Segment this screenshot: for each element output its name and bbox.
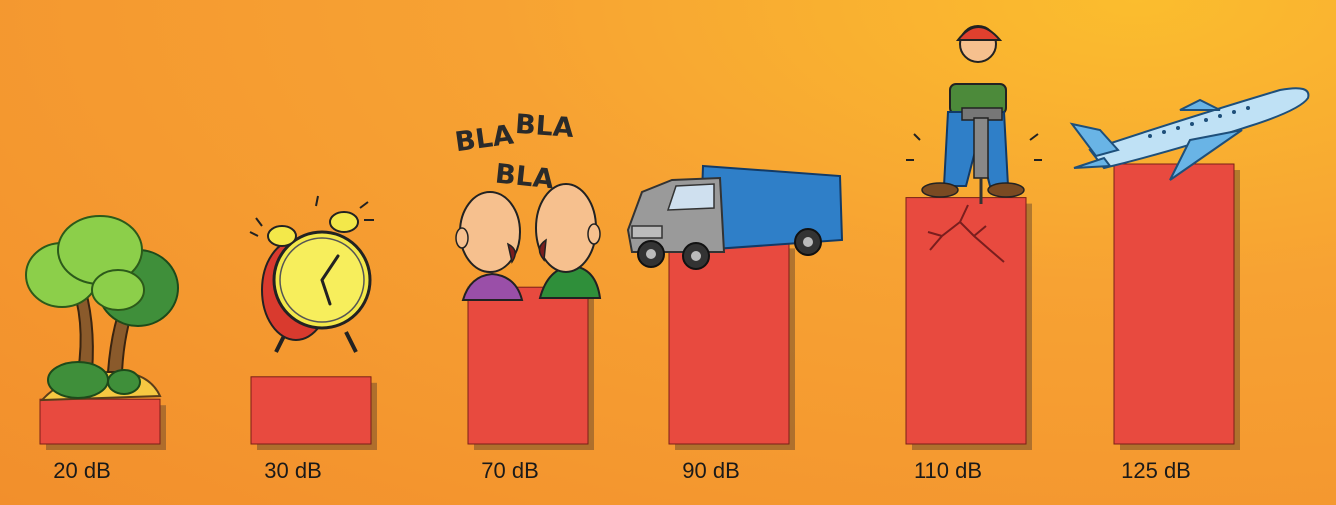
truck-icon (626, 164, 844, 270)
bar-2 (250, 376, 372, 445)
speech-text: BLA (453, 119, 516, 158)
bar-1 (39, 398, 161, 445)
bar-4 (668, 241, 790, 445)
trees-icon (25, 215, 179, 402)
x-tick-label: 20 dB (53, 458, 111, 483)
bar-5 (905, 197, 1027, 445)
bar-6 (1113, 163, 1235, 445)
crack-mark (927, 204, 1005, 263)
x-tick-label: 90 dB (682, 458, 740, 483)
alarm-clock-icon (249, 195, 374, 353)
airplane-icon (1069, 87, 1310, 181)
tick-labels-layer: 20 dB 30 dB 70 dB 90 dB 110 dB 125 dB (53, 458, 1191, 483)
x-tick-label: 125 dB (1121, 458, 1191, 483)
speech-text: BLA (494, 158, 556, 195)
bar-3 (467, 286, 589, 445)
x-tick-label: 110 dB (914, 458, 982, 483)
x-tick-label: 30 dB (264, 458, 322, 483)
bars-layer (39, 163, 1240, 450)
speech-text: BLA (514, 109, 575, 144)
talking-people-icon: BLA BLA BLA (453, 109, 602, 301)
jackhammer-worker-icon (906, 25, 1042, 204)
x-tick-label: 70 dB (481, 458, 539, 483)
